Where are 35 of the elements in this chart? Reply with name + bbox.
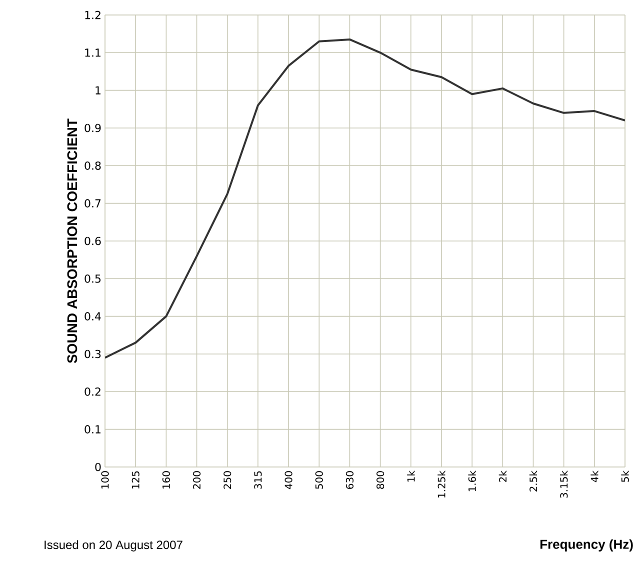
x-tick-label: 250 — [224, 471, 232, 489]
x-tick-label: 400 — [284, 471, 292, 490]
x-tick-label: 1.25k — [438, 470, 446, 498]
y-tick-label: 0.4 — [84, 312, 101, 320]
x-tick-label: 1.6k — [468, 470, 476, 492]
y-tick-label: 0.2 — [84, 387, 100, 396]
y-tick-label: 0 — [95, 462, 101, 472]
x-tick-label: 5k — [621, 470, 629, 482]
x-axis-title: Frequency (Hz) — [540, 539, 633, 552]
x-tick-label: 3.15k — [560, 470, 568, 498]
y-tick-label: 1 — [96, 86, 100, 94]
x-tick-label: 2.5k — [529, 470, 538, 492]
x-tick-label: 800 — [376, 471, 384, 489]
x-tick-label: 500 — [315, 471, 323, 489]
y-tick-label: 0.5 — [84, 274, 101, 283]
y-tick-label: 0.9 — [84, 124, 101, 132]
y-axis-title: SOUND ABSORPTION COEFFICIENT — [67, 118, 78, 364]
x-tick-label: 315 — [254, 471, 262, 489]
x-tick-label: 1k — [407, 470, 415, 482]
x-tick-label: 160 — [162, 471, 170, 488]
y-tick-label: 0.7 — [84, 199, 101, 208]
y-tick-label: 1.2 — [85, 10, 100, 20]
x-tick-label: 200 — [192, 471, 201, 489]
x-tick-label: 125 — [132, 471, 140, 488]
line-series — [105, 38, 626, 359]
y-tick-label: 0.1 — [84, 425, 100, 434]
text: Issued on 20 August 2007 — [44, 540, 182, 552]
x-tick-label: 630 — [346, 471, 354, 489]
x-tick-label: 100 — [101, 471, 109, 488]
x-tick-label: 2k — [498, 470, 506, 482]
y-tick-label: 0.6 — [84, 236, 101, 246]
y-tick-label: 0.3 — [84, 350, 101, 358]
y-tick-label: 1.1 — [85, 48, 100, 57]
y-tick-label: 0.8 — [84, 161, 101, 170]
x-tick-label: 4k — [590, 470, 598, 482]
